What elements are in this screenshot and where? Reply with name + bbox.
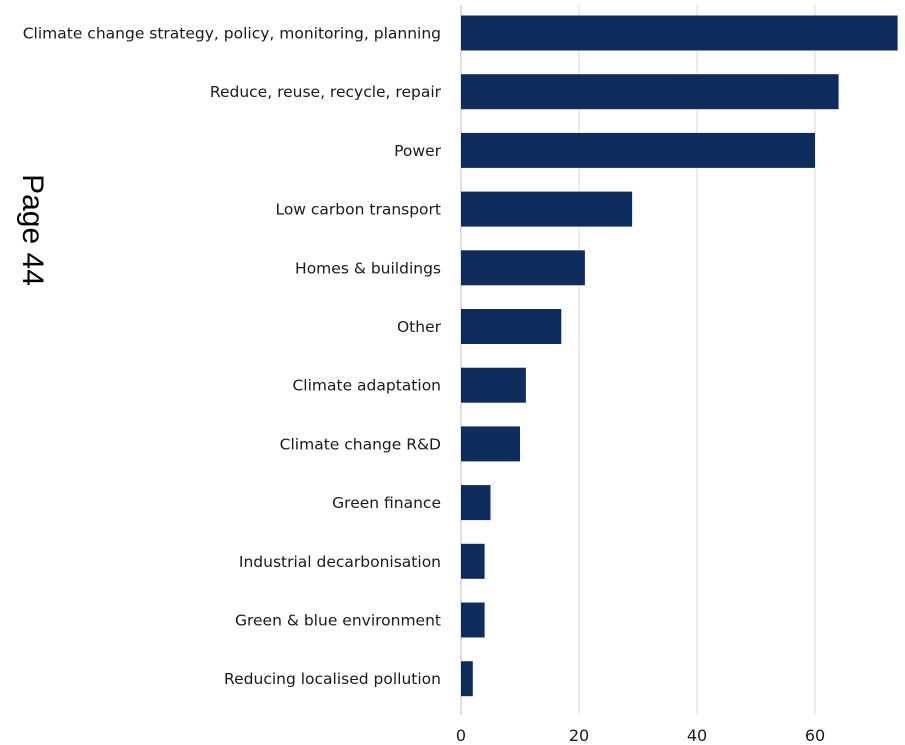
bar (461, 367, 526, 403)
bar (461, 426, 520, 462)
category-label: Climate change R&D (280, 435, 441, 453)
bar (461, 191, 633, 227)
bar (461, 485, 491, 521)
category-label: Climate adaptation (292, 377, 441, 395)
category-label: Reducing localised pollution (224, 670, 441, 688)
bars (461, 15, 898, 697)
bar (461, 15, 898, 51)
category-label: Climate change strategy, policy, monitor… (23, 25, 441, 43)
category-label: Industrial decarbonisation (239, 553, 441, 571)
grid-lines (460, 5, 816, 715)
x-tick-label: 60 (805, 726, 825, 745)
x-axis-ticks: 0 20 40 60 (456, 726, 825, 745)
x-tick-label: 40 (687, 726, 707, 745)
category-labels: Climate change strategy, policy, monitor… (23, 25, 442, 689)
x-tick-label: 0 (456, 726, 466, 745)
category-label: Green & blue environment (235, 612, 441, 630)
category-label: Green finance (332, 494, 441, 512)
bar (461, 132, 815, 168)
bar (461, 543, 485, 579)
category-label: Power (394, 142, 441, 160)
bar (461, 602, 485, 638)
bar (461, 661, 473, 697)
bar (461, 309, 562, 344)
category-label: Reduce, reuse, recycle, repair (210, 83, 442, 101)
category-label: Low carbon transport (275, 201, 441, 219)
category-label: Other (397, 318, 442, 336)
x-tick-label: 20 (569, 726, 589, 745)
bar (461, 74, 839, 110)
category-label: Homes & buildings (295, 259, 441, 277)
bar (461, 250, 585, 286)
